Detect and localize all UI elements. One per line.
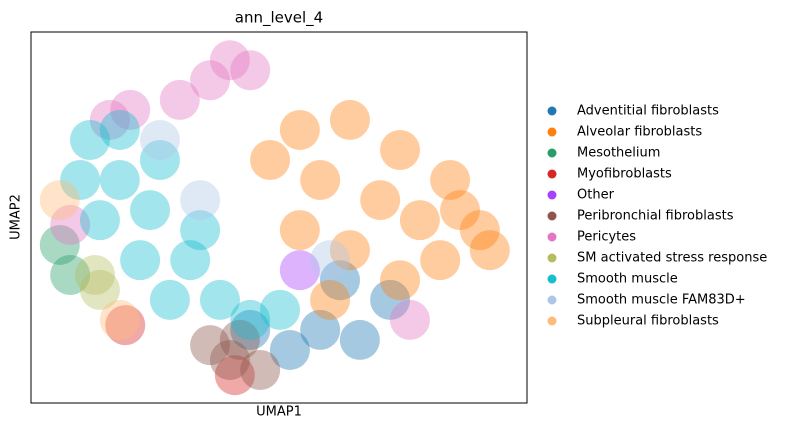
point (50, 255, 91, 296)
legend-marker (547, 232, 557, 242)
legend-marker (547, 127, 557, 137)
legend-marker (547, 211, 557, 221)
point (329, 230, 370, 271)
point (39, 224, 80, 265)
point (370, 279, 411, 320)
legend-label: Adventitial fibroblasts (577, 104, 719, 119)
point (199, 279, 240, 320)
point (110, 89, 151, 130)
point (99, 109, 140, 150)
point (219, 319, 260, 360)
point (459, 210, 500, 251)
point (360, 180, 401, 221)
point (440, 190, 481, 231)
point (130, 190, 171, 231)
legend-label: Alveolar fibroblasts (577, 125, 702, 140)
legend-label: Pericytes (577, 230, 636, 245)
point (190, 325, 231, 366)
point (420, 240, 461, 281)
legend-label: Smooth muscle (577, 272, 678, 287)
point (139, 139, 180, 180)
point (79, 200, 120, 241)
point (105, 305, 146, 346)
point (399, 200, 440, 241)
legend-marker (547, 169, 557, 179)
plot-frame (30, 31, 528, 404)
point (279, 250, 320, 291)
y-axis-label: UMAP2 (9, 194, 24, 240)
x-axis-label: UMAP1 (256, 405, 302, 420)
point (320, 260, 361, 301)
legend-label: Peribronchial fibroblasts (577, 209, 734, 224)
legend-label: Subpleural fibroblasts (577, 314, 719, 329)
point (329, 99, 370, 140)
point (79, 269, 120, 310)
point (89, 99, 130, 140)
legend-marker (547, 253, 557, 263)
point (469, 230, 510, 271)
legend-label: Mesothelium (577, 146, 660, 161)
point (250, 139, 291, 180)
point (159, 79, 200, 120)
point (230, 299, 271, 340)
point (279, 210, 320, 251)
point (120, 240, 161, 281)
point (214, 355, 255, 396)
point (380, 260, 421, 301)
point (209, 40, 250, 81)
point (180, 180, 221, 221)
point (310, 279, 351, 320)
point (259, 289, 300, 330)
point (310, 240, 351, 281)
point (99, 160, 140, 201)
legend-marker (547, 295, 557, 305)
legend-marker (547, 316, 557, 326)
point (300, 160, 341, 201)
point (99, 299, 140, 340)
point (279, 109, 320, 150)
point (300, 309, 341, 350)
legend-marker (547, 190, 557, 200)
legend: Adventitial fibroblasts Alveolar fibrobla… (547, 104, 767, 329)
legend-marker (547, 148, 557, 158)
point (39, 180, 80, 221)
point (209, 339, 250, 380)
point (190, 60, 231, 101)
point (170, 240, 211, 281)
plot-points (39, 40, 510, 396)
chart-title: ann_level_4 (235, 9, 323, 28)
point (380, 129, 421, 170)
legend-label: Other (577, 188, 615, 203)
point (180, 210, 221, 251)
point (60, 160, 101, 201)
legend-label: Smooth muscle FAM83D+ (577, 293, 746, 308)
legend-marker (547, 106, 557, 116)
point (240, 349, 281, 390)
point (430, 160, 471, 201)
point (389, 299, 430, 340)
point (74, 255, 115, 296)
point (339, 319, 380, 360)
point (70, 119, 111, 160)
point (139, 119, 180, 160)
legend-label: Myofibroblasts (577, 167, 672, 182)
point (50, 204, 91, 245)
point (230, 309, 271, 350)
point (230, 50, 271, 91)
point (269, 329, 310, 370)
legend-label: SM activated stress response (577, 251, 767, 266)
point (149, 279, 190, 320)
legend-marker (547, 274, 557, 284)
